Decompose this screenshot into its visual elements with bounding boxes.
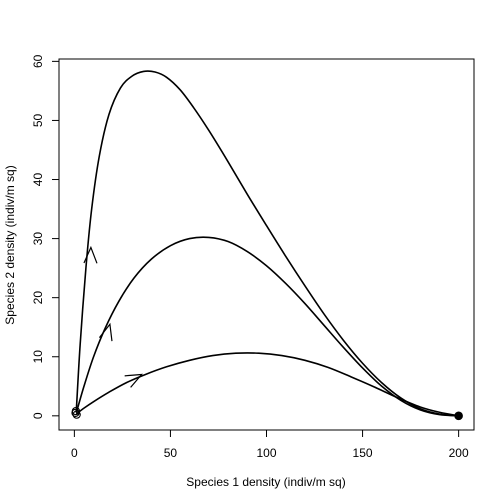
points — [71, 406, 463, 421]
x-tick-label: 50 — [164, 446, 178, 460]
y-tick-label: 10 — [31, 350, 45, 364]
direction-arrow-3 — [124, 373, 144, 388]
plot-frame — [58, 58, 475, 431]
series-line-1 — [75, 70, 459, 417]
y-tick-label: 40 — [31, 173, 45, 187]
x-tick-label: 0 — [71, 446, 78, 460]
direction-arrow-2 — [98, 322, 113, 342]
y-tick-label: 50 — [31, 113, 45, 127]
trajectory-curves — [75, 70, 459, 417]
x-tick-label: 100 — [256, 446, 276, 460]
y-tick-label: 20 — [31, 291, 45, 305]
y-axis: 0 10 20 30 40 50 60 — [31, 54, 60, 419]
y-tick-label: 30 — [31, 232, 45, 246]
x-tick-label: 150 — [353, 446, 373, 460]
y-tick-label: 0 — [31, 412, 45, 419]
x-axis: 0 50 100 150 200 — [71, 429, 469, 460]
direction-arrow-1 — [83, 245, 98, 264]
x-axis-label: Species 1 density (indiv/m sq) — [186, 475, 345, 489]
x-tick-label: 200 — [449, 446, 469, 460]
y-axis-label: Species 2 density (indiv/m sq) — [3, 165, 17, 324]
equilibrium-point — [454, 411, 463, 421]
start-point-3 — [72, 410, 81, 419]
direction-arrows — [83, 245, 144, 388]
y-tick-label: 60 — [31, 54, 45, 68]
series-line-3 — [75, 352, 459, 417]
start-point-2 — [71, 408, 80, 418]
series-line-2 — [75, 236, 459, 417]
